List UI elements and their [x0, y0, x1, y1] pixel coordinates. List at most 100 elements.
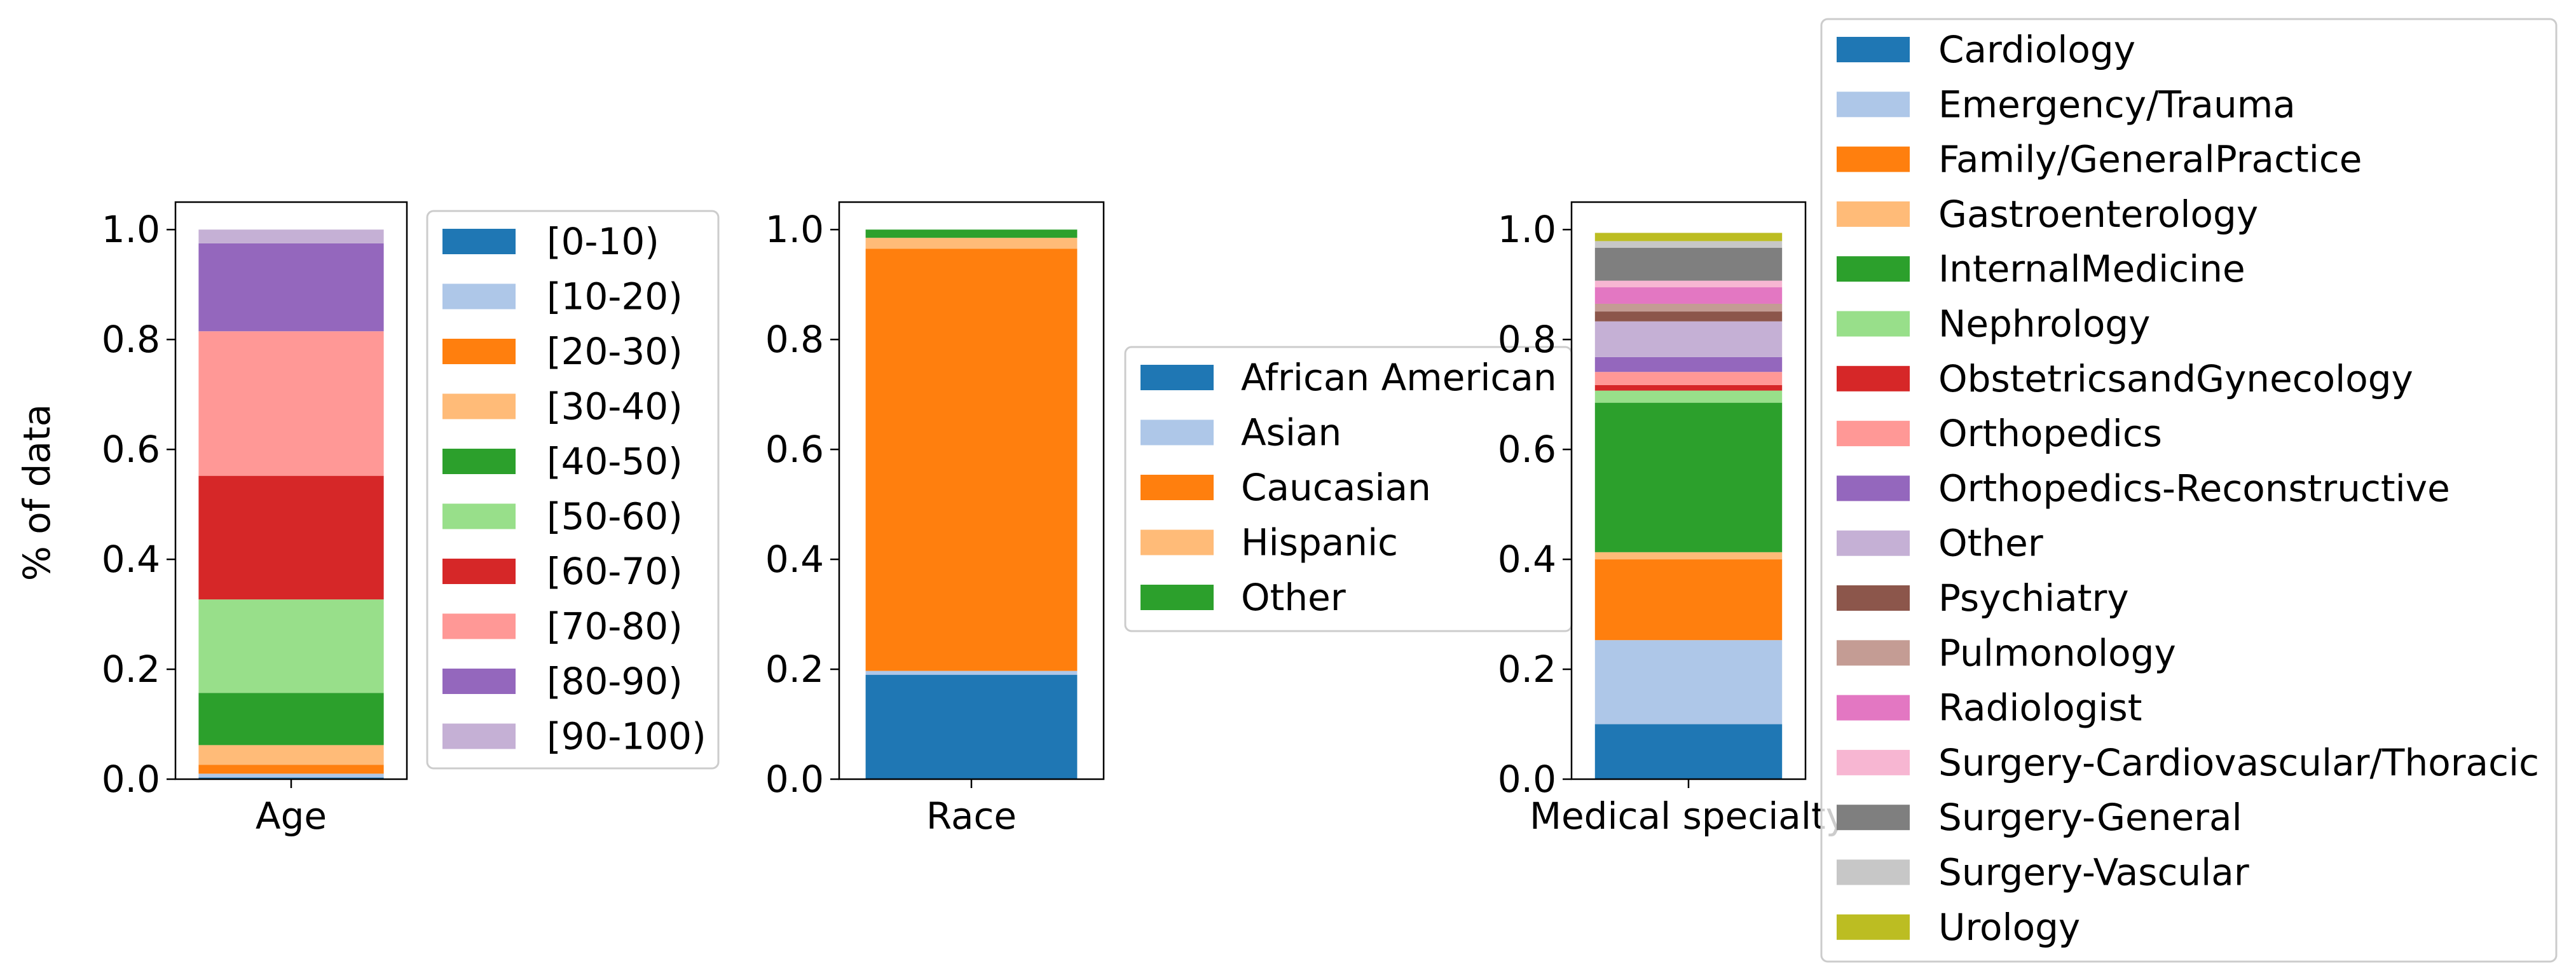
legend-label: ObstetricsandGynecology	[1938, 357, 2413, 400]
y-tick-label: 1.0	[1498, 208, 1556, 251]
legend-swatch	[442, 503, 516, 529]
legend-swatch	[1141, 585, 1214, 610]
legend-label: [50-60)	[547, 495, 683, 538]
y-tick-label: 0.0	[1498, 758, 1556, 801]
legend-label: Orthopedics	[1938, 412, 2162, 455]
bar-segment	[865, 670, 1078, 675]
legend-label: Psychiatry	[1938, 576, 2129, 620]
y-tick-label: 0.8	[102, 318, 160, 361]
legend-label: Surgery-Cardiovascular/Thoracic	[1938, 741, 2539, 784]
chart-panel-medical-specialty: 0.0 0.2 0.4 0.6 0.8 1.0 Medical specialty	[1498, 201, 1847, 838]
legend-label: Emergency/Trauma	[1938, 83, 2296, 126]
bar-segment	[1594, 640, 1783, 725]
legend-swatch	[1837, 475, 1910, 501]
legend-swatch	[1837, 805, 1910, 831]
legend-swatch	[1141, 419, 1214, 446]
bar-segment	[198, 745, 384, 765]
legend-swatch	[1837, 146, 1910, 172]
legend-label: [80-90)	[547, 660, 683, 703]
y-tick-label: 0.6	[102, 428, 160, 471]
legend-swatch	[1837, 365, 1910, 391]
legend-swatch	[1837, 585, 1910, 611]
legend-label: Urology	[1938, 906, 2080, 949]
bar-segment	[198, 229, 384, 243]
bar-segment	[198, 693, 384, 745]
legend-swatch	[1837, 37, 1910, 62]
y-tick-label: 0.0	[102, 758, 160, 801]
bar-segment	[865, 248, 1078, 671]
bar-segment	[198, 331, 384, 476]
bar-segment	[1594, 385, 1783, 391]
legend-swatch	[442, 669, 516, 694]
legend-swatch	[1837, 749, 1910, 775]
legend-label: Radiologist	[1938, 686, 2142, 730]
legend-swatch	[1837, 530, 1910, 556]
legend-swatch	[442, 283, 516, 310]
legend-swatch	[442, 229, 516, 254]
y-tick-label: 1.0	[765, 208, 824, 251]
legend-swatch	[1837, 695, 1910, 721]
legend-label: Other	[1938, 522, 2043, 565]
bar-segment	[198, 765, 384, 774]
bar-segment	[1594, 724, 1783, 779]
legend-swatch	[1837, 256, 1910, 282]
bar-segment	[1594, 552, 1783, 560]
legend-swatch	[1837, 859, 1910, 885]
chart-panel-race: 0.0 0.2 0.4 0.6 0.8 1.0 Race	[765, 201, 1105, 838]
legend-swatch	[1141, 365, 1214, 390]
y-tick-label: 1.0	[102, 208, 160, 251]
bar-segment	[1594, 321, 1783, 357]
x-axis-label: Race	[926, 794, 1017, 838]
chart-panel-age: 0.0 0.2 0.4 0.6 0.8 1.0 Age	[102, 201, 408, 838]
legend-medical-specialty: Cardiology Emergency/Trauma Family/General…	[1820, 18, 2558, 963]
bar-segment	[198, 475, 384, 600]
bar-segment	[865, 674, 1078, 779]
bar-segment	[1594, 372, 1783, 385]
bar-segment	[1594, 390, 1783, 403]
bar-segment	[1594, 247, 1783, 281]
bar-segment	[1594, 311, 1783, 322]
legend-label: Surgery-Vascular	[1938, 851, 2249, 894]
y-axis-title: % of data	[15, 404, 58, 582]
bar-segment	[1594, 559, 1783, 641]
legend-label: Hispanic	[1241, 521, 1398, 564]
legend-label: [20-30)	[547, 330, 683, 373]
legend-swatch	[442, 559, 516, 584]
bar-segment	[198, 243, 384, 332]
legend-label: Other	[1241, 576, 1346, 619]
legend-label: Gastroenterology	[1938, 193, 2258, 236]
y-tick-label: 0.2	[1498, 648, 1556, 691]
legend-label: [60-70)	[547, 550, 683, 593]
legend-swatch	[1837, 311, 1910, 337]
legend-swatch	[1837, 421, 1910, 447]
legend-label: [30-40)	[547, 385, 683, 428]
bar-segment	[865, 229, 1078, 238]
legend-swatch	[442, 449, 516, 474]
legend-label: African American	[1241, 356, 1557, 399]
legend-box	[1820, 18, 2558, 963]
bar-segment	[198, 773, 384, 778]
y-tick-label: 0.0	[765, 758, 824, 801]
y-tick-label: 0.4	[102, 538, 160, 581]
legend-swatch	[442, 339, 516, 364]
legend-label: [40-50)	[547, 440, 683, 483]
y-tick-label: 0.6	[765, 428, 824, 471]
y-tick-label: 0.2	[102, 648, 160, 691]
legend-age: [0-10) [10-20) [20-30) [30-40) [40-50) [50-60…	[426, 210, 720, 770]
y-tick-label: 0.6	[1498, 428, 1556, 471]
y-tick-label: 0.2	[765, 648, 824, 691]
legend-swatch	[442, 393, 516, 419]
bar-segment	[1594, 241, 1783, 248]
bar-segment	[1594, 357, 1783, 372]
legend-label: [70-80)	[547, 605, 683, 648]
legend-label: [10-20)	[547, 275, 683, 318]
y-tick-label: 0.4	[1498, 538, 1556, 581]
legend-swatch	[1837, 640, 1910, 666]
legend-label: [0-10)	[547, 220, 659, 263]
legend-swatch	[1837, 914, 1910, 940]
legend-label: Orthopedics-Reconstructive	[1938, 466, 2450, 510]
x-axis-label: Medical specialty	[1530, 794, 1847, 838]
bar-segment	[1594, 402, 1783, 552]
legend-race: African American Asian Caucasian Hispanic Ot…	[1124, 346, 1573, 632]
